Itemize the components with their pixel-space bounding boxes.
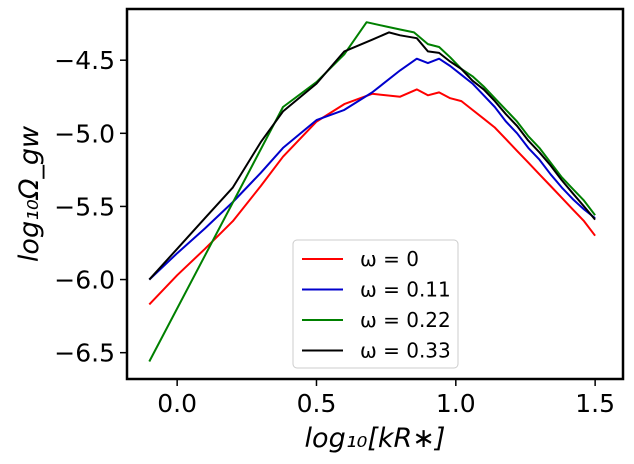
x-tick-label: 1.5 xyxy=(575,389,615,418)
legend-label-3: ω = 0.33 xyxy=(360,339,451,363)
y-tick-label: −4.5 xyxy=(54,46,115,75)
y-axis-ticks: −6.5 −6.0 −5.5 −5.0 −4.5 xyxy=(54,46,127,368)
y-tick-label: −6.0 xyxy=(54,266,115,295)
series-line-2 xyxy=(148,21,596,362)
x-tick-label: 0.0 xyxy=(157,389,197,418)
x-axis-label: log₁₀[kR∗] xyxy=(305,423,446,454)
series-line-1 xyxy=(148,57,596,281)
legend-label-0: ω = 0 xyxy=(360,247,419,271)
legend-label-2: ω = 0.22 xyxy=(360,308,451,332)
legend-label-1: ω = 0.11 xyxy=(360,278,451,302)
x-tick-label: 1.0 xyxy=(436,389,476,418)
series-layer xyxy=(148,21,596,362)
y-axis-label: log₁₀Ω_gw xyxy=(14,125,45,262)
series-line-3 xyxy=(148,31,596,281)
legend: ω = 0 ω = 0.11 ω = 0.22 ω = 0.33 xyxy=(292,239,459,369)
y-tick-label: −5.0 xyxy=(54,119,115,148)
y-tick-label: −5.5 xyxy=(54,192,115,221)
series-line-0 xyxy=(148,88,596,306)
x-axis-ticks: 0.0 0.5 1.0 1.5 xyxy=(157,379,615,418)
legend-box xyxy=(292,239,459,369)
y-tick-label: −6.5 xyxy=(54,339,115,368)
x-tick-label: 0.5 xyxy=(297,389,337,418)
